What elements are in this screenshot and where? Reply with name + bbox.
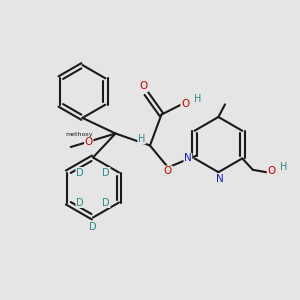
Text: D: D: [102, 197, 110, 208]
Text: O: O: [267, 166, 275, 176]
Text: D: D: [89, 221, 97, 232]
Text: O: O: [85, 136, 93, 147]
Text: O: O: [164, 166, 172, 176]
Text: O: O: [140, 81, 148, 91]
Text: methoxy: methoxy: [65, 132, 93, 136]
Text: D: D: [76, 197, 84, 208]
Text: N: N: [216, 174, 224, 184]
Text: H: H: [280, 162, 287, 172]
Text: D: D: [76, 167, 84, 178]
Text: H: H: [194, 94, 202, 104]
Text: D: D: [102, 167, 110, 178]
Text: H: H: [138, 134, 145, 144]
Text: O: O: [181, 99, 189, 109]
Text: N: N: [184, 153, 192, 164]
